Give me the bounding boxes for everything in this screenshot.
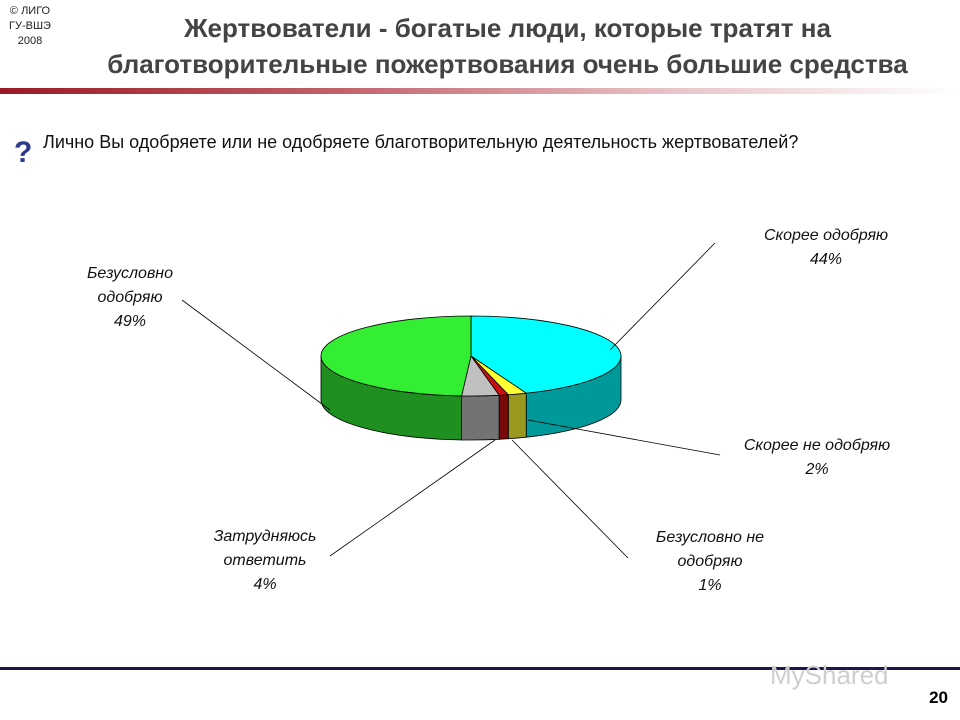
question-mark-icon: ?: [14, 136, 33, 169]
data-label-value: 2%: [804, 461, 828, 478]
pie-side-2: [498, 394, 509, 440]
pie-labels: Скорее одобряю 44% Скорее не одобряю 2% Безу…: [87, 227, 890, 594]
leader-line-1: [527, 419, 721, 456]
data-label-category: ответить: [224, 552, 307, 569]
leader-line-3: [329, 439, 496, 557]
data-label-value: 44%: [810, 251, 842, 268]
leader-line-4: [181, 299, 331, 411]
footer-divider: [0, 667, 960, 670]
title-divider: [0, 88, 960, 94]
data-label-category: Скорее не одобряю: [744, 437, 890, 454]
slide-title-line-2: благотворительные пожертвования очень бо…: [107, 49, 908, 79]
pie-slice-4: [320, 315, 472, 397]
leader-line-0: [609, 242, 716, 351]
pie-side-1: [507, 392, 527, 440]
copyright-line: ГУ-ВШЭ: [9, 20, 51, 32]
data-label-category: Затрудняюсь: [214, 528, 317, 545]
slide-title-line-1: Жертвователи - богатые люди, которые тра…: [184, 13, 831, 43]
data-label-category: одобряю: [98, 289, 163, 306]
data-label-category: Безусловно: [87, 265, 173, 282]
copyright-block: © ЛИГО ГУ-ВШЭ 2008: [0, 4, 60, 49]
copyright-line: 2008: [17, 35, 43, 47]
page-number: 20: [929, 688, 948, 707]
pie-side-walls: [320, 355, 622, 441]
survey-question: Лично Вы одобряете или не одобряете благ…: [43, 132, 799, 152]
copyright-line: © ЛИГО: [9, 5, 51, 17]
data-label-category: одобряю: [678, 553, 743, 570]
data-label-value: 1%: [698, 577, 721, 594]
data-label-value: 4%: [253, 576, 276, 593]
watermark: MyShared: [770, 660, 889, 690]
pie-side-3: [461, 394, 500, 441]
data-label-category: Безусловно не: [656, 529, 764, 546]
data-label-category: Скорее одобряю: [764, 227, 888, 244]
pie-slice-0: [470, 315, 622, 394]
pie-top: [320, 315, 622, 397]
slide-title: Жертвователи - богатые люди, которые тра…: [60, 10, 955, 82]
data-label-value: 49%: [114, 313, 146, 330]
leader-line-2: [511, 439, 629, 559]
